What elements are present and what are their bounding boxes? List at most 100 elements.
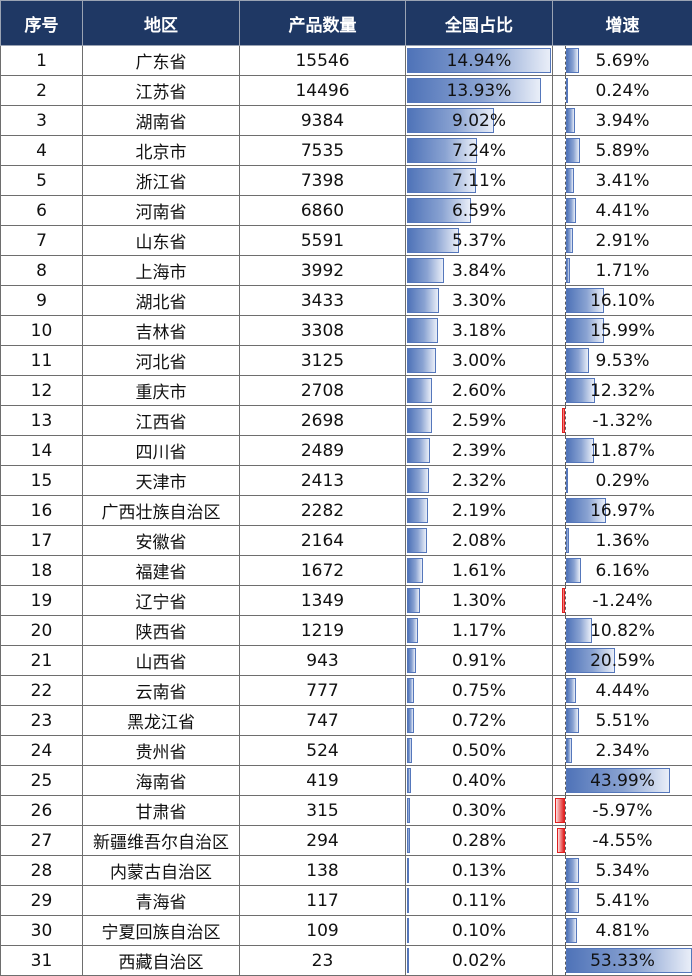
growth-zero-axis (565, 496, 566, 525)
growth-zero-axis (565, 226, 566, 255)
row-growth-cell: 4.44% (553, 676, 692, 706)
row-share-value: 2.59% (452, 411, 506, 431)
row-share-cell: 0.11% (406, 886, 553, 916)
share-data-bar (407, 618, 418, 643)
header-product-count[interactable]: 产品数量 (240, 1, 406, 46)
growth-positive-bar (566, 558, 581, 583)
row-region: 山东省 (83, 226, 240, 256)
share-data-bar (407, 918, 409, 943)
header-index[interactable]: 序号 (1, 1, 83, 46)
row-index: 7 (1, 226, 83, 256)
share-data-bar (407, 558, 423, 583)
row-growth-cell: 5.69% (553, 46, 692, 76)
growth-zero-axis (565, 316, 566, 345)
row-share-cell: 0.02% (406, 946, 553, 976)
row-growth-cell: 16.97% (553, 496, 692, 526)
row-product-count: 117 (240, 886, 406, 916)
growth-positive-bar (566, 918, 577, 943)
row-product-count: 2708 (240, 376, 406, 406)
row-region: 河南省 (83, 196, 240, 226)
growth-zero-axis (565, 166, 566, 195)
share-data-bar (407, 948, 409, 973)
row-growth-cell: 5.34% (553, 856, 692, 886)
row-share-value: 0.13% (452, 861, 506, 881)
row-share-cell: 3.30% (406, 286, 553, 316)
share-data-bar (407, 768, 411, 793)
growth-positive-bar (566, 228, 573, 253)
row-region: 新疆维吾尔自治区 (83, 826, 240, 856)
row-share-cell: 7.24% (406, 136, 553, 166)
share-data-bar (407, 288, 439, 313)
row-share-cell: 1.17% (406, 616, 553, 646)
row-growth-value: 20.59% (590, 651, 655, 671)
row-product-count: 315 (240, 796, 406, 826)
growth-zero-axis (565, 76, 566, 105)
row-share-cell: 2.60% (406, 376, 553, 406)
row-growth-cell: 1.71% (553, 256, 692, 286)
row-growth-value: 1.36% (595, 531, 649, 551)
growth-zero-axis (565, 916, 566, 945)
growth-zero-axis (565, 436, 566, 465)
row-growth-cell: 6.16% (553, 556, 692, 586)
growth-positive-bar (566, 858, 579, 883)
growth-zero-axis (565, 646, 566, 675)
row-region: 云南省 (83, 676, 240, 706)
row-growth-value: 15.99% (590, 321, 655, 341)
growth-zero-axis (565, 196, 566, 225)
growth-zero-axis (565, 346, 566, 375)
header-national-share[interactable]: 全国占比 (406, 1, 553, 46)
row-share-cell: 0.50% (406, 736, 553, 766)
row-share-cell: 0.75% (406, 676, 553, 706)
share-data-bar (407, 528, 427, 553)
row-product-count: 3992 (240, 256, 406, 286)
header-growth-rate[interactable]: 增速 (553, 1, 692, 46)
row-share-value: 1.61% (452, 561, 506, 581)
row-growth-value: 16.97% (590, 501, 655, 521)
row-product-count: 7535 (240, 136, 406, 166)
row-share-value: 7.24% (452, 141, 506, 161)
growth-zero-axis (565, 376, 566, 405)
row-product-count: 9384 (240, 106, 406, 136)
row-share-cell: 7.11% (406, 166, 553, 196)
growth-positive-bar (566, 108, 575, 133)
row-growth-cell: 12.32% (553, 376, 692, 406)
row-index: 31 (1, 946, 83, 976)
row-share-value: 1.17% (452, 621, 506, 641)
header-region[interactable]: 地区 (83, 1, 240, 46)
row-index: 5 (1, 166, 83, 196)
row-growth-cell: 4.41% (553, 196, 692, 226)
row-product-count: 14496 (240, 76, 406, 106)
row-growth-cell: 5.89% (553, 136, 692, 166)
